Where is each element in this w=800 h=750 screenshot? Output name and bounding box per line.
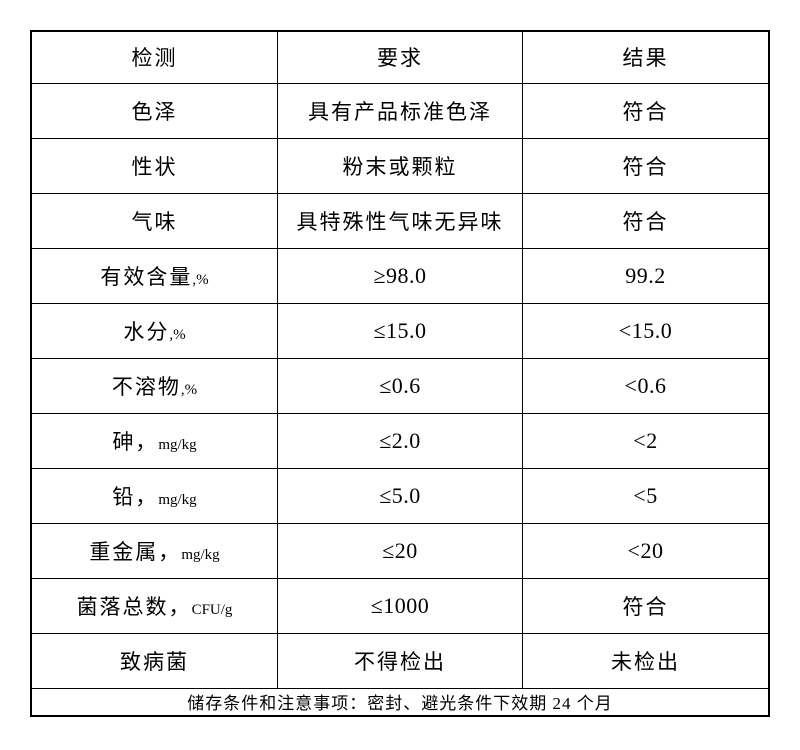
result-cell: <5 <box>522 467 770 524</box>
column-header-result: 结果 <box>522 30 770 84</box>
test-name-cell: 砷，mg/kg <box>30 412 278 469</box>
result-cell: <15.0 <box>522 302 770 359</box>
test-unit-label: mg/kg <box>158 436 197 453</box>
table-row-insoluble: 不溶物,% ≤0.6 <0.6 <box>30 357 770 414</box>
table-row-odor: 气味 具特殊性气味无异味 符合 <box>30 192 770 249</box>
result-cell: <2 <box>522 412 770 469</box>
test-name-cell: 性状 <box>30 137 278 194</box>
test-name-cell: 不溶物,% <box>30 357 278 414</box>
test-unit-label: CFU/g <box>191 601 233 618</box>
requirement-cell: ≤0.6 <box>276 357 524 414</box>
requirement-cell: 具特殊性气味无异味 <box>276 192 524 249</box>
test-unit-label: mg/kg <box>181 546 220 563</box>
test-name-label: 色泽 <box>131 99 178 124</box>
test-name-label: 有效含量 <box>100 264 193 289</box>
column-header-requirement: 要求 <box>276 30 524 84</box>
storage-note: 储存条件和注意事项：密封、避光条件下效期 24 个月 <box>30 687 770 717</box>
test-unit-label: mg/kg <box>158 491 197 508</box>
test-name-label: 不溶物 <box>111 374 181 399</box>
result-cell: 符合 <box>522 577 770 634</box>
requirement-cell: ≤15.0 <box>276 302 524 359</box>
test-name-label: 水分 <box>123 319 170 344</box>
result-cell: 符合 <box>522 82 770 139</box>
table-row-heavy-metals: 重金属，mg/kg ≤20 <20 <box>30 522 770 579</box>
result-cell: 99.2 <box>522 247 770 304</box>
result-cell: <0.6 <box>522 357 770 414</box>
requirement-cell: ≥98.0 <box>276 247 524 304</box>
test-name-cell: 有效含量,% <box>30 247 278 304</box>
test-name-cell: 重金属，mg/kg <box>30 522 278 579</box>
inspection-table: 检测 要求 结果 色泽 具有产品标准色泽 符合 性状 粉末或颗粒 符合 气味 具… <box>30 30 770 717</box>
test-name-cell: 气味 <box>30 192 278 249</box>
test-name-label: 铅， <box>112 484 159 509</box>
test-name-cell: 色泽 <box>30 82 278 139</box>
table-row-arsenic: 砷，mg/kg ≤2.0 <2 <box>30 412 770 469</box>
test-name-label: 性状 <box>131 154 178 179</box>
table-row-lead: 铅，mg/kg ≤5.0 <5 <box>30 467 770 524</box>
table-row-pathogens: 致病菌 不得检出 未检出 <box>30 632 770 689</box>
table-row-moisture: 水分,% ≤15.0 <15.0 <box>30 302 770 359</box>
column-header-test: 检测 <box>30 30 278 84</box>
test-name-cell: 铅，mg/kg <box>30 467 278 524</box>
test-unit-label: ,% <box>192 271 209 288</box>
table-row-form: 性状 粉末或颗粒 符合 <box>30 137 770 194</box>
test-name-label: 重金属， <box>89 539 182 564</box>
test-name-label: 砷， <box>112 429 159 454</box>
requirement-cell: ≤1000 <box>276 577 524 634</box>
test-unit-label: ,% <box>180 381 198 398</box>
requirement-cell: ≤20 <box>276 522 524 579</box>
result-cell: <20 <box>522 522 770 579</box>
table-row-active-content: 有效含量,% ≥98.0 99.2 <box>30 247 770 304</box>
result-cell: 符合 <box>522 137 770 194</box>
test-name-label: 气味 <box>131 209 178 234</box>
requirement-cell: 不得检出 <box>276 632 524 689</box>
test-name-cell: 菌落总数，CFU/g <box>30 577 278 634</box>
table-header-row: 检测 要求 结果 <box>30 30 770 84</box>
requirement-cell: ≤5.0 <box>276 467 524 524</box>
test-name-label: 菌落总数， <box>76 594 192 619</box>
result-cell: 符合 <box>522 192 770 249</box>
requirement-cell: ≤2.0 <box>276 412 524 469</box>
requirement-cell: 具有产品标准色泽 <box>276 82 524 139</box>
test-name-label: 致病菌 <box>119 649 189 674</box>
requirement-cell: 粉末或颗粒 <box>276 137 524 194</box>
table-footer-row: 储存条件和注意事项：密封、避光条件下效期 24 个月 <box>30 687 770 717</box>
test-name-cell: 致病菌 <box>30 632 278 689</box>
table-row-color: 色泽 具有产品标准色泽 符合 <box>30 82 770 139</box>
table-row-total-plate-count: 菌落总数，CFU/g ≤1000 符合 <box>30 577 770 634</box>
result-cell: 未检出 <box>522 632 770 689</box>
test-unit-label: ,% <box>169 326 186 343</box>
test-name-cell: 水分,% <box>30 302 278 359</box>
